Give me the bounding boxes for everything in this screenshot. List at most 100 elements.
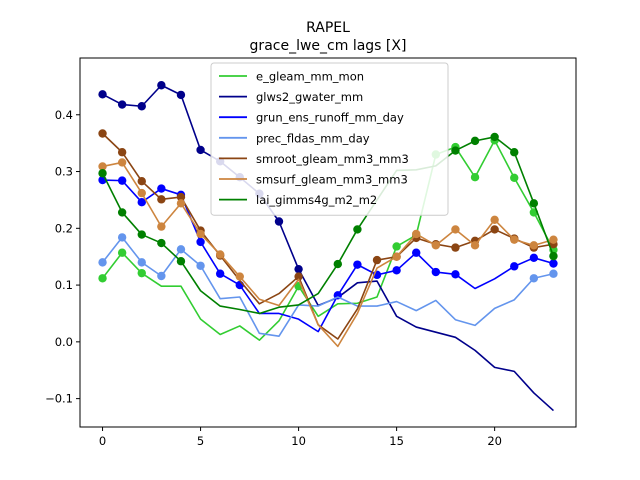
legend-entry: smroot_gleam_mm3_mm3 xyxy=(219,152,409,166)
y-tick-label: 0.3 xyxy=(55,165,73,179)
data-point xyxy=(176,245,186,254)
x-tick-label: 0 xyxy=(99,434,106,448)
data-point xyxy=(353,260,362,269)
data-point xyxy=(274,217,284,226)
data-point xyxy=(451,225,460,234)
x-tick-label: 10 xyxy=(291,434,306,448)
data-point xyxy=(392,252,401,261)
data-point xyxy=(176,192,186,202)
data-point xyxy=(137,230,146,239)
data-point xyxy=(98,274,107,283)
series-line xyxy=(102,161,554,348)
legend-entry: glws2_gwater_mm xyxy=(219,90,363,104)
data-point xyxy=(529,199,539,208)
data-point xyxy=(176,199,186,208)
series-smsurf_gleam_mm3_mm3 xyxy=(98,158,558,348)
data-point xyxy=(451,146,460,155)
data-point xyxy=(157,238,166,248)
legend: e_gleam_mm_mon glws2_gwater_mm grun_ens_ru… xyxy=(210,62,449,216)
data-point xyxy=(137,268,146,278)
data-point xyxy=(529,274,539,283)
data-point xyxy=(549,251,558,261)
data-point xyxy=(549,269,558,278)
data-point xyxy=(215,250,225,259)
data-point xyxy=(157,271,166,281)
data-point xyxy=(98,129,107,138)
data-point xyxy=(470,173,480,182)
y-tick-label: 0.0 xyxy=(55,335,73,349)
legend-label: grun_ens_runoff_mm_day xyxy=(256,111,404,125)
data-point xyxy=(117,233,127,242)
legend-label: glws2_gwater_mm xyxy=(256,90,363,104)
data-point xyxy=(157,184,166,193)
data-point xyxy=(490,132,499,142)
data-point xyxy=(392,242,401,251)
data-point xyxy=(412,248,421,257)
data-point xyxy=(117,248,127,257)
legend-label: smroot_gleam_mm3_mm3 xyxy=(256,152,409,166)
chart-subtitle: grace_lwe_cm lags [X] xyxy=(250,38,407,54)
data-point xyxy=(196,261,205,270)
y-tick-label: 0.2 xyxy=(55,221,73,235)
data-point xyxy=(510,262,519,271)
data-point xyxy=(117,148,127,157)
data-point xyxy=(333,259,343,269)
series-line xyxy=(101,139,555,341)
legend-label: prec_fldas_mm_day xyxy=(256,131,370,145)
data-point xyxy=(529,241,539,250)
data-point xyxy=(98,90,107,99)
data-point xyxy=(137,258,146,267)
legend-box xyxy=(210,62,449,216)
series-layer xyxy=(98,81,558,412)
data-point xyxy=(431,267,441,277)
data-point xyxy=(98,169,107,178)
y-tick-label: 0.1 xyxy=(55,278,73,292)
data-point xyxy=(235,272,244,281)
legend-label: e_gleam_mm_mon xyxy=(256,70,364,84)
data-point xyxy=(157,195,166,204)
legend-entry: lai_gimms4g_m2_m2 xyxy=(219,193,377,207)
data-point xyxy=(510,173,519,182)
data-point xyxy=(196,145,205,155)
y-axis: −0.1 0.0 0.1 0.2 0.3 0.4 xyxy=(45,108,80,406)
data-point xyxy=(529,253,539,263)
data-point xyxy=(392,266,401,275)
data-point xyxy=(137,197,146,207)
data-point xyxy=(176,90,186,100)
data-point xyxy=(490,215,499,224)
legend-entry: e_gleam_mm_mon xyxy=(219,70,364,84)
data-point xyxy=(470,136,480,146)
x-tick-label: 15 xyxy=(389,434,404,448)
data-point xyxy=(117,208,127,217)
data-point xyxy=(412,229,421,239)
legend-entry: grun_ens_runoff_mm_day xyxy=(219,111,404,125)
series-prec_fldas_mm_day xyxy=(98,233,558,337)
x-tick-label: 20 xyxy=(487,434,502,448)
data-point xyxy=(196,229,205,239)
data-point xyxy=(510,235,519,244)
series-line xyxy=(101,236,554,337)
x-tick-label: 5 xyxy=(197,434,204,448)
data-point xyxy=(157,222,166,231)
legend-entry: prec_fldas_mm_day xyxy=(219,131,370,145)
legend-entry: smsurf_gleam_mm3_mm3 xyxy=(219,173,408,187)
legend-label: lai_gimms4g_m2_m2 xyxy=(256,193,377,207)
data-point xyxy=(157,81,166,90)
data-point xyxy=(294,272,303,281)
data-point xyxy=(549,235,558,244)
data-point xyxy=(451,243,460,252)
data-point xyxy=(137,102,146,111)
x-axis: 0 5 10 15 20 xyxy=(99,427,502,448)
data-point xyxy=(98,162,107,171)
data-point xyxy=(137,176,146,186)
data-point xyxy=(117,158,127,167)
data-point xyxy=(294,264,303,274)
chart-title: RAPEL xyxy=(306,20,350,36)
data-point xyxy=(510,148,519,157)
y-tick-label: 0.4 xyxy=(55,108,73,122)
data-point xyxy=(470,241,480,250)
series-lai_gimms4g_m2_m2 xyxy=(98,132,558,315)
legend-label: smsurf_gleam_mm3_mm3 xyxy=(256,173,408,187)
data-point xyxy=(372,255,382,265)
